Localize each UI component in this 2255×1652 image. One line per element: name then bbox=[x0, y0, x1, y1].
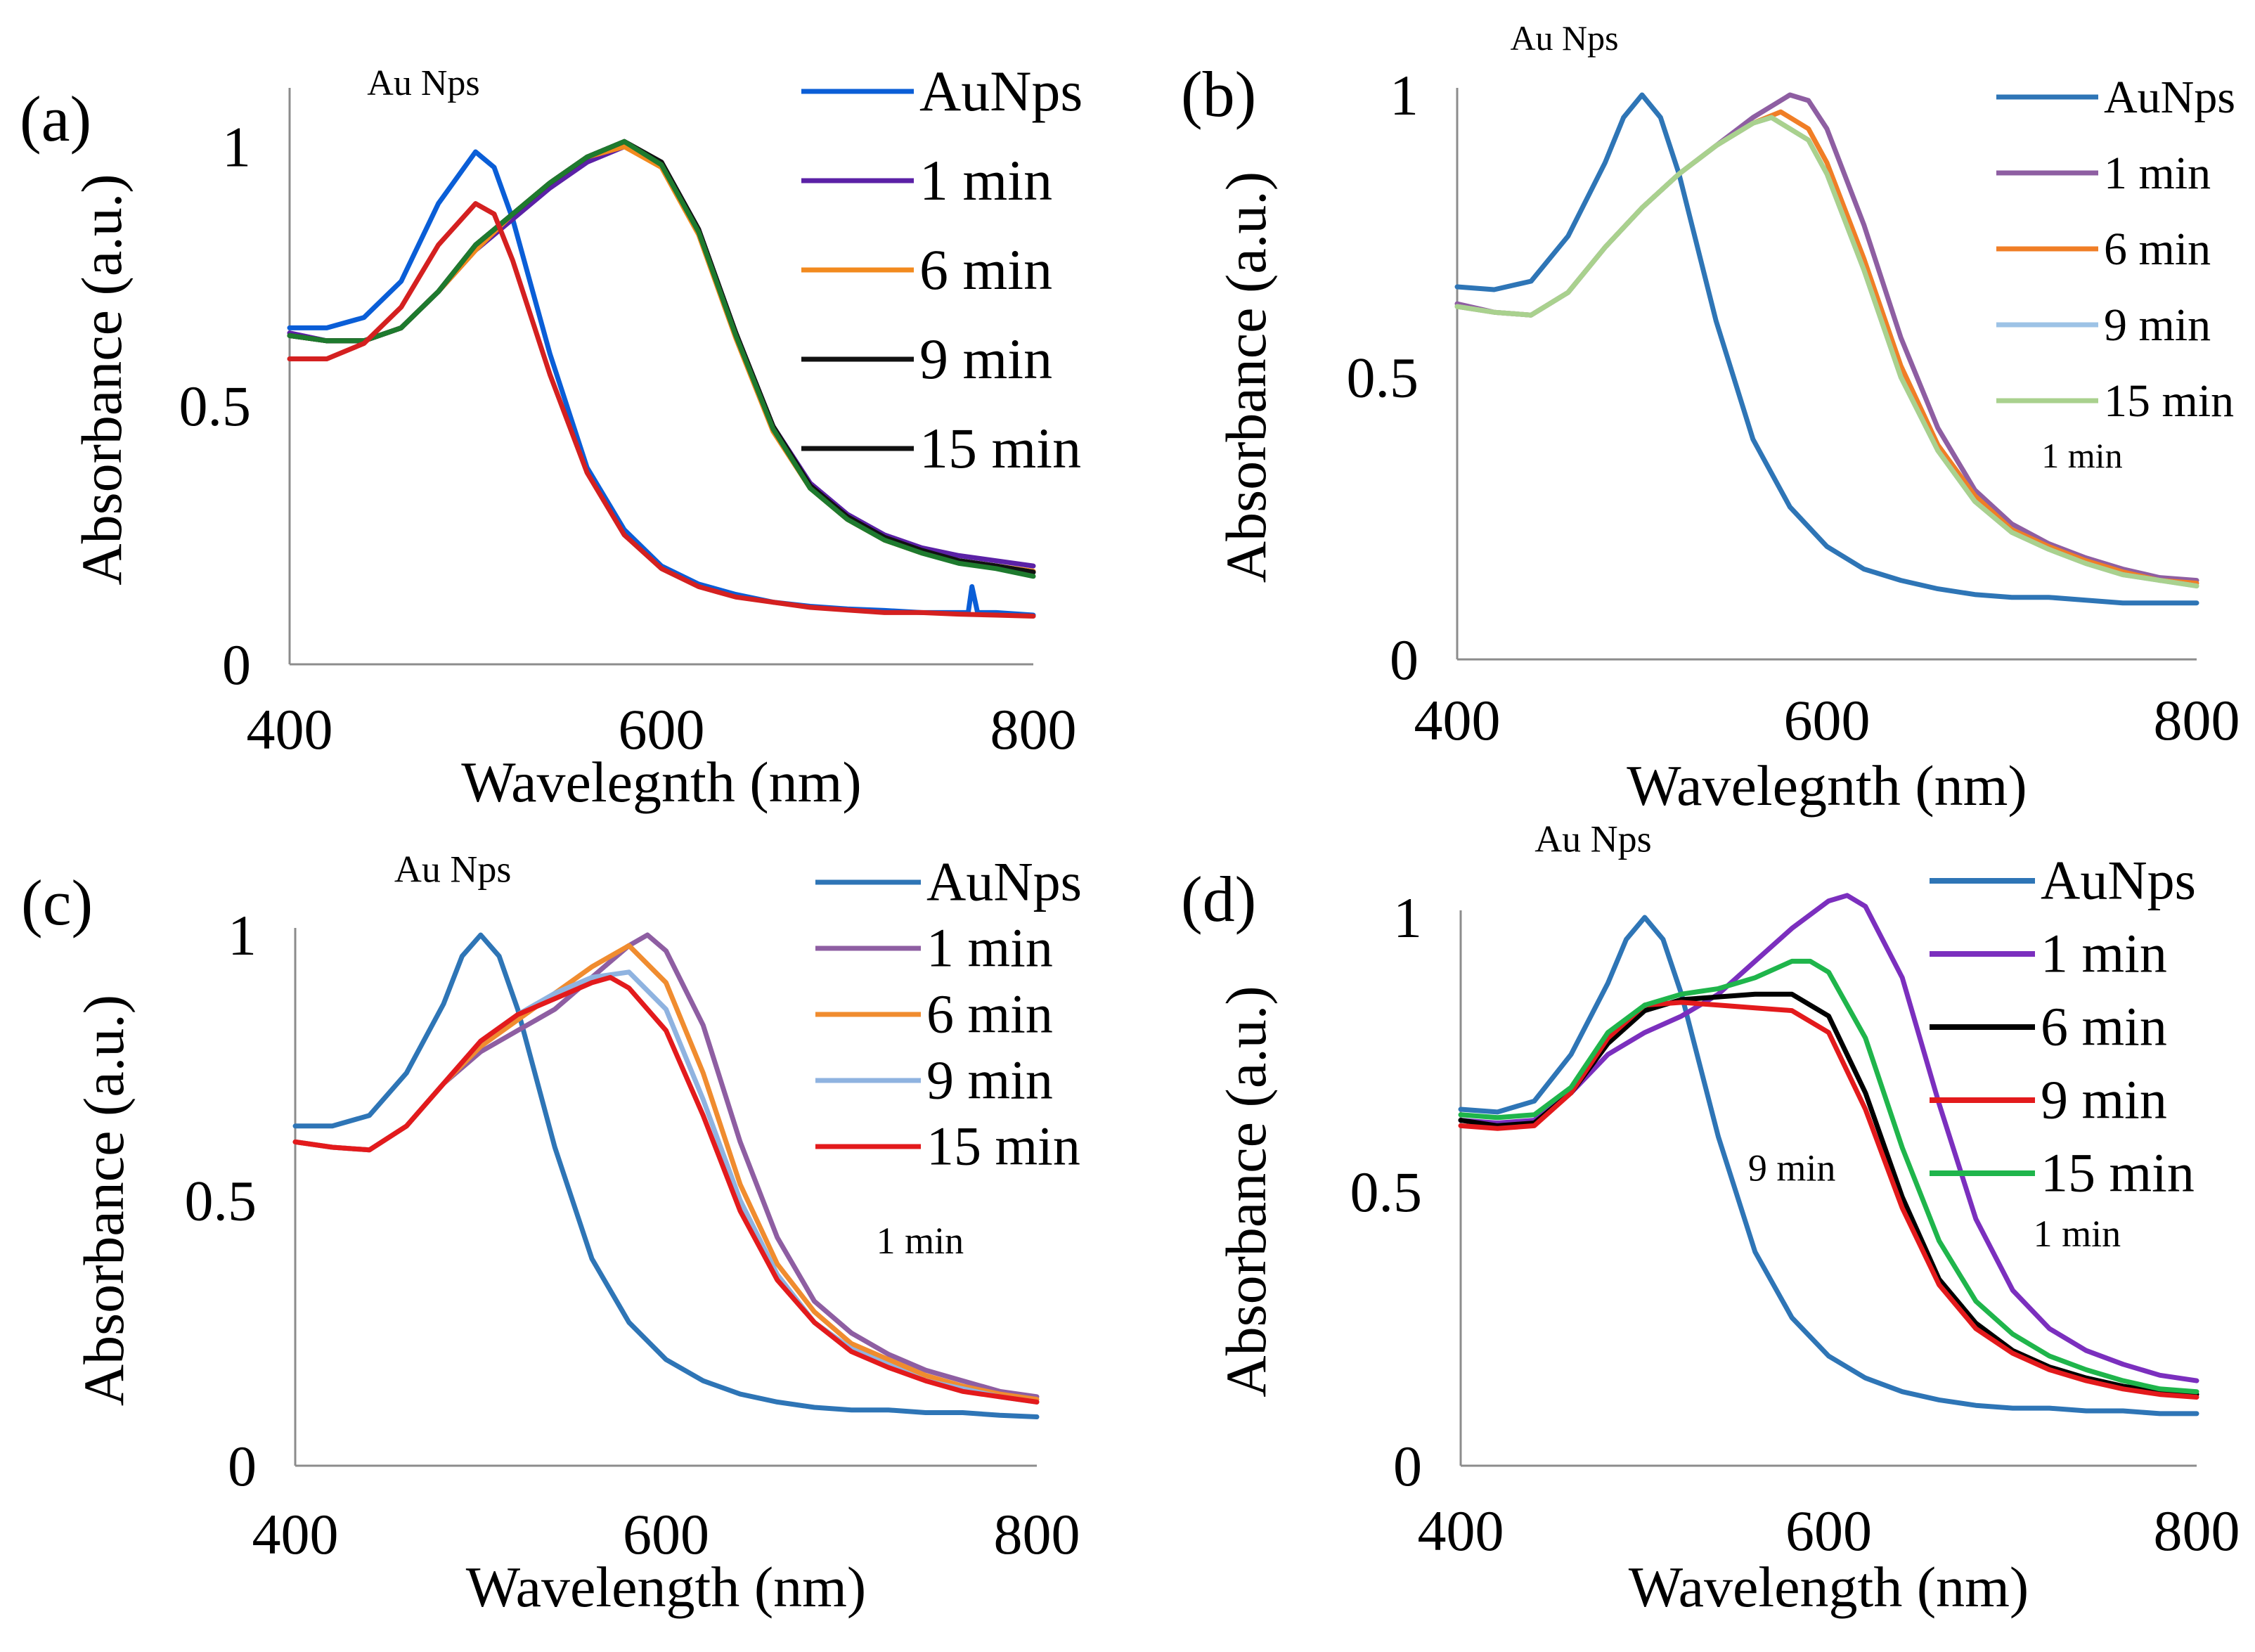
x-axis-label: Wavelegnth (nm) bbox=[461, 750, 861, 814]
x-tick-label: 800 bbox=[990, 697, 1077, 761]
annotation-label: 1 min bbox=[877, 1220, 964, 1262]
legend-label: 1 min bbox=[919, 148, 1052, 212]
x-tick-label: 800 bbox=[994, 1502, 1080, 1566]
x-axis-label: Wavelength (nm) bbox=[1629, 1555, 2029, 1619]
panel-label: (c) bbox=[21, 867, 93, 938]
x-axis-label: Wavelegnth (nm) bbox=[1627, 754, 2027, 818]
y-axis-label: Absorbance (a.u.) bbox=[72, 995, 136, 1406]
annotation-label: Au Nps bbox=[1510, 18, 1618, 58]
panel-4: 400 600 800 0 0.5 1 Wavelength (nm) Absorbance … bbox=[1181, 818, 2240, 1619]
series-line-2 bbox=[292, 932, 1040, 1400]
x-tick-label: 600 bbox=[1785, 1499, 1872, 1563]
x-tick-label: 600 bbox=[623, 1502, 709, 1566]
x-tick-label: 600 bbox=[1784, 688, 1870, 752]
legend-label: 15 min bbox=[2104, 375, 2234, 427]
x-tick-label: 400 bbox=[252, 1502, 339, 1566]
legend-label: 6 min bbox=[926, 983, 1053, 1045]
panel-label: (b) bbox=[1181, 58, 1256, 130]
legend-label: AuNps bbox=[926, 851, 1082, 912]
legend-label: 9 min bbox=[2104, 299, 2211, 351]
legend-label: 1 min bbox=[2104, 148, 2211, 199]
legend-label: AuNps bbox=[2104, 72, 2235, 123]
panel-1: 400 600 800 0 0.5 1 Wavelegnth (nm) Absorbance … bbox=[20, 59, 1083, 814]
series-line-1 bbox=[1458, 915, 2199, 1417]
y-axis-label: Absorbance (a.u.) bbox=[1214, 172, 1278, 583]
panel-label: (d) bbox=[1181, 863, 1256, 935]
series-line-3 bbox=[1454, 109, 2199, 586]
series-line-5 bbox=[1458, 958, 2199, 1395]
series-line-1 bbox=[1454, 92, 2199, 606]
legend-label: 9 min bbox=[926, 1050, 1053, 1111]
legend-label: 6 min bbox=[2104, 224, 2211, 275]
annotation-label: Au Nps bbox=[1534, 818, 1652, 860]
legend-label: 15 min bbox=[926, 1116, 1080, 1177]
y-axis-label: Absorbance (a.u.) bbox=[1214, 986, 1278, 1397]
series-line-7 bbox=[287, 201, 1036, 619]
x-tick-label: 400 bbox=[1414, 688, 1501, 752]
legend-label: 15 min bbox=[919, 416, 1081, 480]
panel-3: 400 600 800 0 0.5 1 Wavelength (nm) Absorbance … bbox=[21, 848, 1082, 1620]
legend-label: 15 min bbox=[2041, 1142, 2195, 1203]
y-tick-label: 0.5 bbox=[1350, 1160, 1423, 1224]
x-tick-label: 400 bbox=[247, 697, 333, 761]
x-tick-label: 400 bbox=[1418, 1499, 1504, 1563]
y-tick-label: 1 bbox=[222, 115, 251, 179]
legend-label: AuNps bbox=[919, 59, 1083, 123]
x-tick-label: 800 bbox=[2154, 1499, 2240, 1563]
series-line-4 bbox=[1454, 115, 2199, 589]
y-tick-label: 0 bbox=[1390, 628, 1419, 692]
annotation-label: 9 min bbox=[1748, 1147, 1836, 1189]
y-tick-label: 1 bbox=[1393, 886, 1422, 950]
legend-label: 9 min bbox=[2041, 1069, 2167, 1130]
y-tick-label: 0 bbox=[1393, 1434, 1422, 1498]
series-line-4 bbox=[1458, 1000, 2199, 1400]
y-tick-label: 0 bbox=[222, 633, 251, 697]
series-line-5 bbox=[292, 974, 1040, 1405]
series-line-1 bbox=[292, 932, 1040, 1419]
y-tick-label: 0.5 bbox=[179, 374, 252, 438]
annotation-label: 1 min bbox=[2041, 436, 2122, 475]
annotation-label: Au Nps bbox=[367, 63, 479, 103]
series-line-5 bbox=[1454, 115, 2199, 589]
legend-label: 9 min bbox=[919, 327, 1052, 391]
legend-label: AuNps bbox=[2041, 850, 2196, 911]
legend-label: 1 min bbox=[2041, 923, 2167, 984]
y-axis-label: Absorbance (a.u.) bbox=[70, 174, 134, 585]
y-tick-label: 1 bbox=[228, 903, 257, 967]
annotation-label: 1 min bbox=[2034, 1213, 2121, 1255]
y-tick-label: 0 bbox=[228, 1434, 257, 1498]
series-line-6 bbox=[287, 138, 1036, 579]
y-tick-label: 0.5 bbox=[1347, 346, 1419, 410]
annotation-label: Au Nps bbox=[394, 848, 512, 891]
legend-label: 6 min bbox=[919, 238, 1052, 302]
panel-2: 400 600 800 0 0.5 1 Wavelegnth (nm) Absorbance … bbox=[1181, 18, 2240, 818]
legend-label: 6 min bbox=[2041, 996, 2167, 1057]
legend-label: 1 min bbox=[926, 917, 1053, 979]
y-tick-label: 1 bbox=[1390, 63, 1419, 127]
x-tick-label: 600 bbox=[619, 697, 705, 761]
x-axis-label: Wavelength (nm) bbox=[466, 1555, 866, 1619]
panel-label: (a) bbox=[20, 83, 91, 155]
y-tick-label: 0.5 bbox=[185, 1169, 257, 1233]
series-line-2 bbox=[1458, 893, 2199, 1383]
x-tick-label: 800 bbox=[2154, 688, 2240, 752]
